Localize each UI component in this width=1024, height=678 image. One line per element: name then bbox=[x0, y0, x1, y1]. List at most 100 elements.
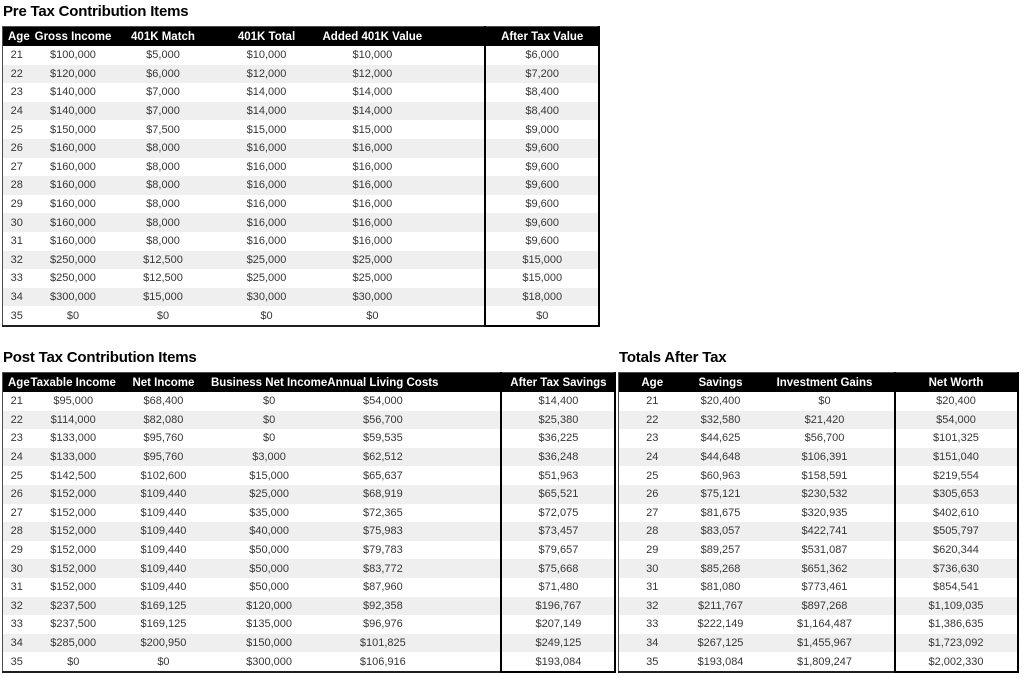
value-cell: $8,000 bbox=[115, 157, 211, 177]
value-cell bbox=[422, 101, 486, 121]
table-row: 25 $60,963 $158,591 $219,554 bbox=[618, 466, 1019, 485]
value-cell: $12,000 bbox=[210, 64, 323, 84]
boxed-value-cell: $854,541 bbox=[893, 577, 1019, 597]
table-row: 21 $100,000 $5,000 $10,000 $10,000 $6,000 bbox=[2, 46, 601, 65]
value-cell: $16,000 bbox=[322, 194, 423, 214]
value-cell: $8,000 bbox=[115, 176, 211, 195]
boxed-value-cell: $36,225 bbox=[500, 429, 617, 448]
value-cell: $152,000 bbox=[30, 503, 116, 523]
value-cell: $109,440 bbox=[115, 540, 211, 560]
value-cell bbox=[422, 83, 486, 102]
age-cell: 27 bbox=[2, 503, 31, 523]
age-cell: 32 bbox=[618, 596, 686, 616]
boxed-value-cell: $2,002,330 bbox=[893, 652, 1019, 673]
boxed-value-cell: $1,386,635 bbox=[893, 615, 1019, 634]
boxed-value-cell: $6,000 bbox=[484, 46, 601, 65]
value-cell: $21,420 bbox=[755, 410, 895, 430]
value-cell bbox=[422, 176, 486, 195]
value-cell: $230,532 bbox=[755, 484, 895, 504]
table-row: 28 $83,057 $422,741 $505,797 bbox=[618, 522, 1019, 541]
age-cell: 22 bbox=[2, 64, 31, 84]
value-cell bbox=[438, 522, 502, 541]
value-cell bbox=[438, 633, 502, 653]
age-cell: 21 bbox=[618, 392, 686, 411]
boxed-value-cell: $1,723,092 bbox=[893, 633, 1019, 653]
column-header: Age bbox=[2, 26, 31, 46]
boxed-value-cell: $9,600 bbox=[484, 194, 601, 214]
boxed-value-cell: $219,554 bbox=[893, 466, 1019, 485]
value-cell: $12,500 bbox=[115, 269, 211, 288]
value-cell: $152,000 bbox=[30, 522, 116, 541]
value-cell: $250,000 bbox=[30, 250, 116, 270]
value-cell: $12,000 bbox=[322, 64, 423, 84]
age-cell: 23 bbox=[618, 429, 686, 448]
value-cell bbox=[438, 466, 502, 485]
age-cell: 24 bbox=[2, 447, 31, 467]
value-cell: $101,825 bbox=[327, 633, 439, 653]
value-cell: $25,000 bbox=[322, 250, 423, 270]
value-cell: $135,000 bbox=[210, 615, 328, 634]
value-cell: $85,268 bbox=[685, 559, 756, 578]
column-header: Net Worth bbox=[893, 372, 1019, 392]
age-cell: 28 bbox=[2, 522, 31, 541]
value-cell: $72,365 bbox=[327, 503, 439, 523]
table-row: 22 $114,000 $82,080 $0 $56,700 $25,380 bbox=[2, 410, 617, 430]
value-cell: $30,000 bbox=[210, 287, 323, 307]
age-cell: 26 bbox=[2, 138, 31, 158]
table-row: 21 $95,000 $68,400 $0 $54,000 $14,400 bbox=[2, 392, 617, 411]
value-cell: $8,000 bbox=[115, 194, 211, 214]
post-tax-table: Age Taxable Income Net Income Business Net … bbox=[2, 372, 617, 673]
value-cell: $81,080 bbox=[685, 577, 756, 597]
age-cell: 24 bbox=[2, 101, 31, 121]
age-cell: 29 bbox=[2, 540, 31, 560]
age-cell: 31 bbox=[2, 577, 31, 597]
value-cell: $44,648 bbox=[685, 447, 756, 467]
age-cell: 33 bbox=[618, 615, 686, 634]
value-cell: $15,000 bbox=[210, 120, 323, 139]
table-row: 26 $160,000 $8,000 $16,000 $16,000 $9,600 bbox=[2, 138, 601, 158]
value-cell bbox=[438, 559, 502, 578]
boxed-value-cell: $73,457 bbox=[500, 522, 617, 541]
header-row: Age Savings Investment Gains Net Worth bbox=[618, 372, 1019, 392]
totals-after-tax-section: Totals After Tax Age Savings Investment Ga… bbox=[618, 348, 1019, 673]
value-cell: $193,084 bbox=[685, 652, 756, 672]
value-cell: $16,000 bbox=[210, 231, 323, 251]
table-row: 26 $75,121 $230,532 $305,653 bbox=[618, 484, 1019, 504]
value-cell: $16,000 bbox=[322, 176, 423, 195]
value-cell bbox=[438, 503, 502, 523]
value-cell: $285,000 bbox=[30, 633, 116, 653]
value-cell: $15,000 bbox=[322, 120, 423, 139]
age-cell: 32 bbox=[2, 596, 31, 616]
boxed-value-cell: $54,000 bbox=[893, 410, 1019, 430]
value-cell: $237,500 bbox=[30, 615, 116, 634]
pre-tax-section: Pre Tax Contribution Items Age Gross Inco… bbox=[2, 2, 601, 327]
age-cell: 35 bbox=[2, 652, 31, 672]
table-row: 34 $300,000 $15,000 $30,000 $30,000 $18,000 bbox=[2, 287, 601, 307]
value-cell: $6,000 bbox=[115, 64, 211, 84]
column-header: After Tax Value bbox=[484, 26, 601, 46]
boxed-value-cell: $14,400 bbox=[500, 392, 617, 411]
pre-tax-table: Age Gross Income 401K Match 401K Total Added… bbox=[2, 26, 601, 327]
age-cell: 34 bbox=[2, 287, 31, 307]
value-cell bbox=[422, 269, 486, 288]
boxed-value-cell: $101,325 bbox=[893, 429, 1019, 448]
table-row: 30 $160,000 $8,000 $16,000 $16,000 $9,600 bbox=[2, 213, 601, 232]
value-cell: $773,461 bbox=[755, 577, 895, 597]
value-cell: $50,000 bbox=[210, 577, 328, 597]
value-cell: $237,500 bbox=[30, 596, 116, 616]
value-cell: $0 bbox=[30, 306, 116, 326]
value-cell: $133,000 bbox=[30, 429, 116, 448]
value-cell bbox=[438, 540, 502, 560]
table-row: 32 $237,500 $169,125 $120,000 $92,358 $196,76… bbox=[2, 596, 617, 616]
value-cell: $106,916 bbox=[327, 652, 439, 672]
value-cell: $14,000 bbox=[210, 101, 323, 121]
boxed-value-cell: $736,630 bbox=[893, 559, 1019, 578]
age-cell: 25 bbox=[618, 466, 686, 485]
boxed-value-cell: $1,109,035 bbox=[893, 596, 1019, 616]
value-cell: $75,983 bbox=[327, 522, 439, 541]
value-cell: $25,000 bbox=[210, 484, 328, 504]
value-cell: $96,976 bbox=[327, 615, 439, 634]
boxed-value-cell: $402,610 bbox=[893, 503, 1019, 523]
value-cell bbox=[422, 138, 486, 158]
